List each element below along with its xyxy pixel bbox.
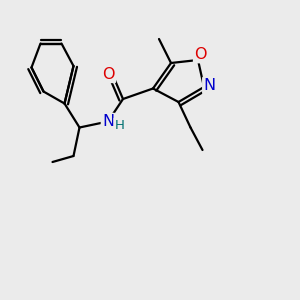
Text: H: H <box>115 118 124 132</box>
Text: N: N <box>203 78 215 93</box>
Text: O: O <box>102 67 115 82</box>
Text: O: O <box>194 47 207 62</box>
Text: N: N <box>102 114 114 129</box>
